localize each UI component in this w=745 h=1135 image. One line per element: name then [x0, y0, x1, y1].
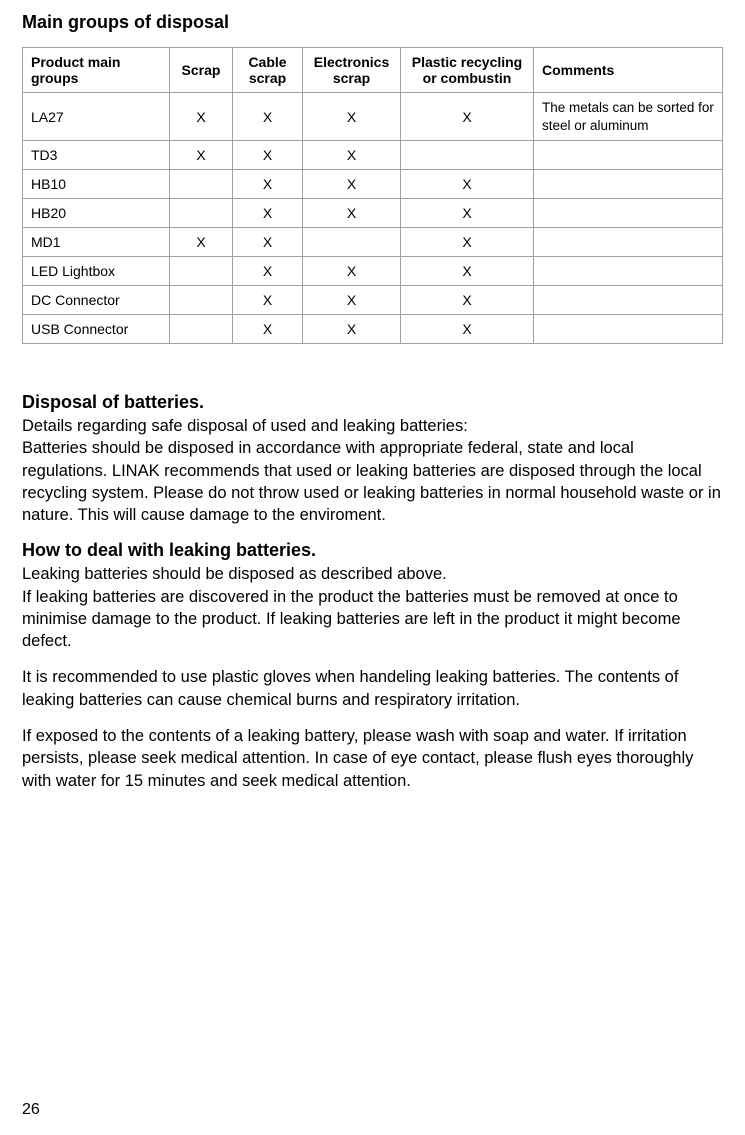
table-header-row: Product main groups Scrap Cable scrap El… [23, 48, 723, 93]
cell-product: DC Connector [23, 286, 170, 315]
cell-electronics: X [303, 141, 401, 170]
cell-cable: X [233, 286, 303, 315]
disposal-p1: Details regarding safe disposal of used … [22, 415, 723, 437]
cell-plastic: X [401, 257, 534, 286]
cell-product: HB20 [23, 199, 170, 228]
table-row: HB10XXX [23, 170, 723, 199]
cell-plastic: X [401, 170, 534, 199]
cell-comments [534, 315, 723, 344]
disposal-p2: Batteries should be disposed in accordan… [22, 437, 723, 526]
leaking-p1: Leaking batteries should be disposed as … [22, 563, 723, 585]
cell-cable: X [233, 228, 303, 257]
cell-cable: X [233, 257, 303, 286]
cell-comments [534, 286, 723, 315]
header-electronics: Electronics scrap [303, 48, 401, 93]
table-row: DC ConnectorXXX [23, 286, 723, 315]
cell-electronics: X [303, 199, 401, 228]
page-title: Main groups of disposal [22, 12, 723, 33]
page-number: 26 [22, 1101, 40, 1119]
cell-comments [534, 141, 723, 170]
leaking-batteries-title: How to deal with leaking batteries. [22, 540, 723, 561]
table-row: LED LightboxXXX [23, 257, 723, 286]
table-row: LA27XXXXThe metals can be sorted for ste… [23, 93, 723, 141]
cell-electronics [303, 228, 401, 257]
leaking-p2: If leaking batteries are discovered in t… [22, 586, 723, 653]
leaking-p3: It is recommended to use plastic gloves … [22, 666, 723, 711]
cell-product: USB Connector [23, 315, 170, 344]
cell-comments [534, 199, 723, 228]
cell-plastic: X [401, 315, 534, 344]
cell-scrap: X [170, 93, 233, 141]
cell-comments [534, 257, 723, 286]
cell-scrap [170, 199, 233, 228]
cell-cable: X [233, 199, 303, 228]
cell-scrap [170, 257, 233, 286]
cell-product: MD1 [23, 228, 170, 257]
cell-electronics: X [303, 93, 401, 141]
cell-scrap: X [170, 228, 233, 257]
cell-electronics: X [303, 257, 401, 286]
disposal-table: Product main groups Scrap Cable scrap El… [22, 47, 723, 344]
cell-plastic: X [401, 199, 534, 228]
cell-plastic [401, 141, 534, 170]
header-product: Product main groups [23, 48, 170, 93]
cell-electronics: X [303, 170, 401, 199]
header-comments: Comments [534, 48, 723, 93]
cell-plastic: X [401, 228, 534, 257]
header-plastic: Plastic recycling or combustin [401, 48, 534, 93]
cell-product: HB10 [23, 170, 170, 199]
cell-scrap [170, 170, 233, 199]
cell-scrap: X [170, 141, 233, 170]
cell-electronics: X [303, 286, 401, 315]
header-cable: Cable scrap [233, 48, 303, 93]
table-row: TD3XXX [23, 141, 723, 170]
cell-comments: The metals can be sorted for steel or al… [534, 93, 723, 141]
cell-comments [534, 228, 723, 257]
leaking-p4: If exposed to the contents of a leaking … [22, 725, 723, 792]
header-scrap: Scrap [170, 48, 233, 93]
cell-plastic: X [401, 286, 534, 315]
cell-cable: X [233, 170, 303, 199]
cell-plastic: X [401, 93, 534, 141]
cell-product: LA27 [23, 93, 170, 141]
disposal-batteries-title: Disposal of batteries. [22, 392, 723, 413]
cell-cable: X [233, 315, 303, 344]
table-row: MD1XXX [23, 228, 723, 257]
cell-cable: X [233, 141, 303, 170]
table-row: USB ConnectorXXX [23, 315, 723, 344]
cell-comments [534, 170, 723, 199]
table-row: HB20XXX [23, 199, 723, 228]
cell-product: TD3 [23, 141, 170, 170]
cell-electronics: X [303, 315, 401, 344]
cell-scrap [170, 286, 233, 315]
cell-scrap [170, 315, 233, 344]
cell-product: LED Lightbox [23, 257, 170, 286]
cell-cable: X [233, 93, 303, 141]
